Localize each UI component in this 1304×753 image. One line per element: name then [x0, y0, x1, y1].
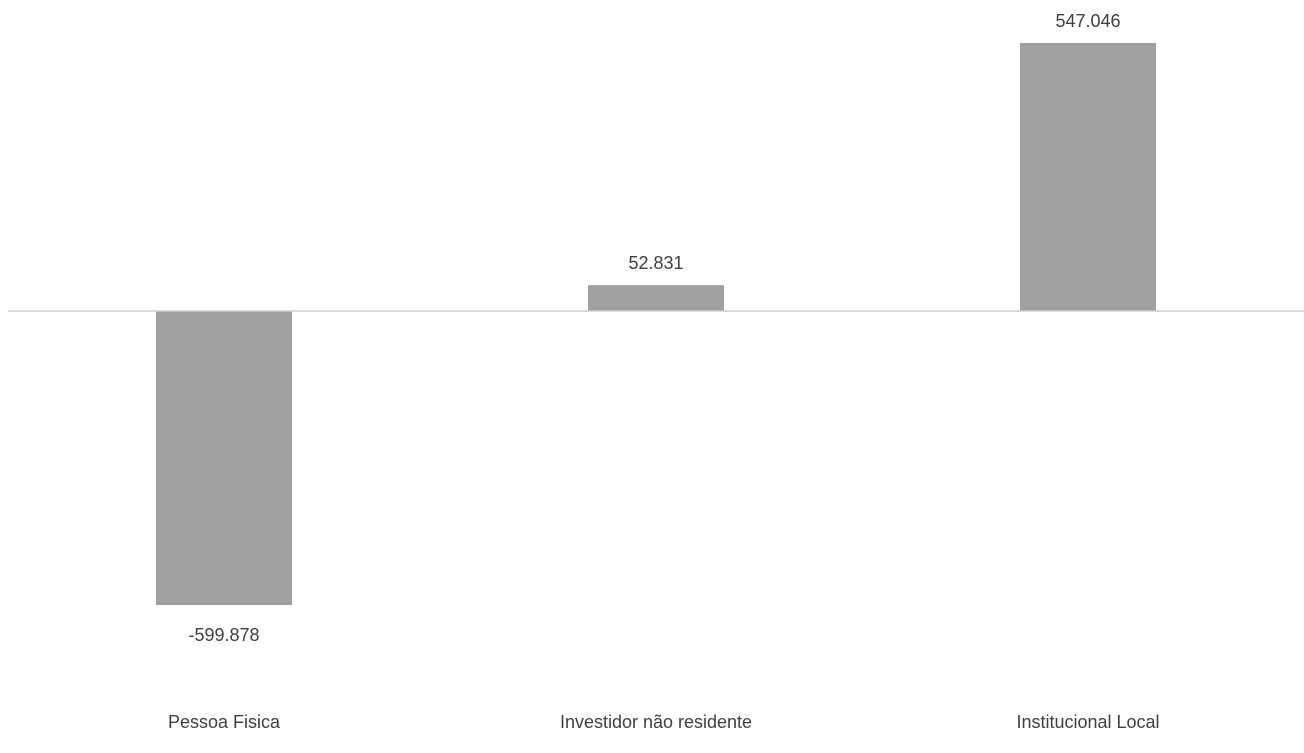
data-label-1: -599.878: [188, 625, 259, 645]
bar-1: [156, 311, 292, 605]
bar-2: [588, 285, 724, 312]
bar-3: [1020, 43, 1156, 312]
category-label-1: Pessoa Fisica: [168, 712, 281, 732]
category-label-2: Investidor não residente: [560, 712, 752, 732]
data-label-2: 52.831: [628, 253, 683, 273]
data-label-3: 547.046: [1055, 11, 1120, 31]
labels-layer: -599.878 Pessoa Fisica 52.831 Investidor nã…: [168, 11, 1160, 732]
bars-layer: [156, 43, 1156, 605]
category-label-3: Institucional Local: [1016, 712, 1159, 732]
